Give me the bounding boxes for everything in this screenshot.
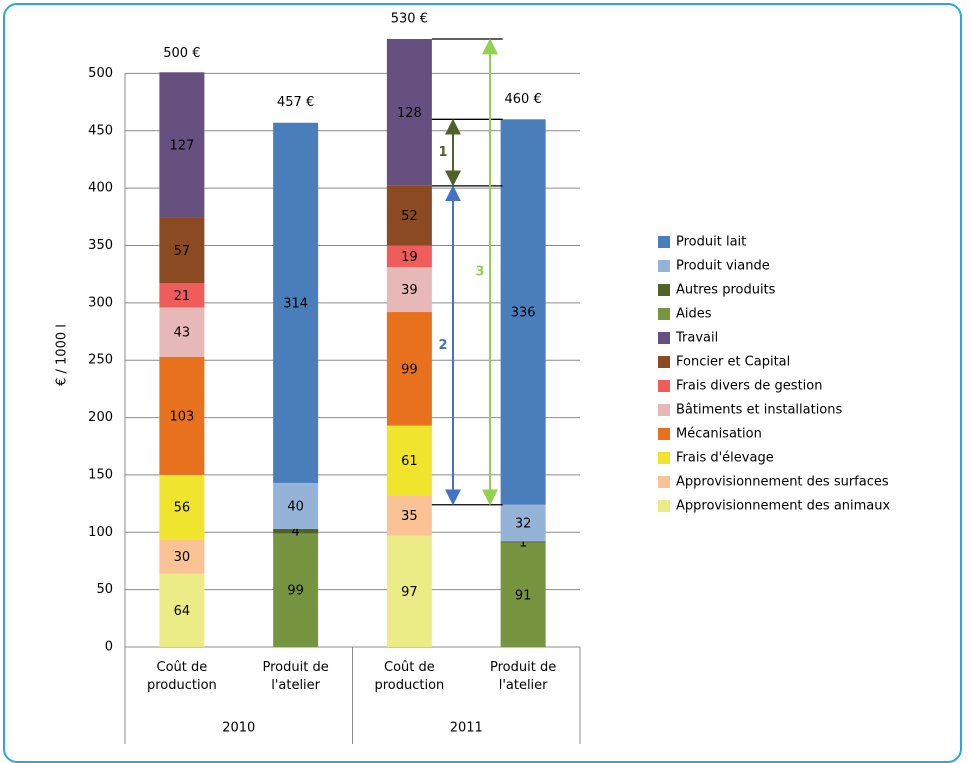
y-tick-label: 500 [88,66,113,81]
y-tick-label: 450 [88,123,113,138]
bar-segment [159,72,205,218]
x-tick-label: Coût de production [374,660,445,693]
legend-label: Approvisionnement des surfaces [676,475,889,490]
legend-label: Aides [676,307,712,322]
y-tick-label: 350 [88,238,113,253]
data-label: 57 [174,244,191,259]
bar-segment [386,495,432,536]
bar-segment [273,533,319,647]
bar-segment [159,283,205,308]
data-label: 19 [401,250,418,265]
data-label: 91 [515,588,532,603]
bar-segment [386,267,432,313]
legend-swatch [658,260,670,272]
bar-segment [386,312,432,426]
data-label: 4 [291,525,299,540]
data-label: 35 [401,509,418,524]
legend-label: Produit lait [676,235,746,250]
data-label: 52 [401,209,418,224]
data-label: 103 [169,409,194,424]
data-label: 32 [515,517,532,532]
data-label: 336 [511,306,536,321]
bar-segment [159,356,205,475]
bar-segment [386,535,432,647]
y-tick-label: 0 [105,640,113,655]
bar-segment [386,185,432,246]
bar-segment [500,541,546,543]
bar-segment [500,119,546,505]
legend-label: Autres produits [676,283,776,298]
bar-segment [386,245,432,268]
group-label: 2011 [450,721,483,736]
data-label: 56 [174,501,191,516]
annotation-label: 2 [438,338,447,353]
total-label: 460 € [505,92,542,107]
bar-segment [500,542,546,647]
data-label: 30 [174,550,191,565]
bar-segment [386,425,432,496]
bar-segment [159,307,205,357]
bar-segment [273,122,319,483]
data-label: 64 [174,604,191,619]
data-label: 40 [287,499,304,514]
data-label: 128 [397,106,422,121]
bar-segment [159,573,205,647]
bar-segment [273,528,319,534]
y-axis-label: € / 1000 l [55,324,70,386]
legend-label: Approvisionnement des animaux [676,499,891,514]
bar-segment [159,474,205,540]
data-label: 1 [519,536,527,551]
data-label: 127 [169,139,194,154]
legend-swatch [658,308,670,320]
legend-swatch [658,404,670,416]
legend-swatch [658,332,670,344]
legend-swatch [658,284,670,296]
group-label: 2010 [222,721,255,736]
data-label: 21 [174,289,191,304]
data-label: 99 [401,362,418,377]
y-tick-label: 250 [88,353,113,368]
data-label: 99 [287,584,304,599]
total-label: 530 € [391,12,428,27]
legend-label: Bâtiments et installations [676,403,843,418]
legend-label: Foncier et Capital [676,355,790,370]
data-label: 97 [401,585,418,600]
x-tick-label: Coût de production [146,660,217,693]
legend-label: Frais d'élevage [676,451,774,466]
chart: € / 1000 l 0 50 100 150 200 250 300 350 400 450 50… [55,12,891,744]
bar-segment [500,504,546,542]
x-tick-label: Produit de l'atelier [262,660,329,693]
y-tick-label: 50 [96,582,113,597]
bar-segment [386,39,432,186]
bar-segment [159,217,205,284]
y-tick-label: 300 [88,295,113,310]
legend-label: Produit viande [676,259,770,274]
x-tick-label: Produit de l'atelier [490,660,557,693]
y-tick-label: 200 [88,410,113,425]
legend-swatch [658,356,670,368]
y-tick-label: 400 [88,181,113,196]
bar-segment [273,482,319,529]
total-label: 500 € [163,46,200,61]
legend-swatch [658,500,670,512]
bar-segment [159,539,205,574]
legend-swatch [658,236,670,248]
legend-swatch [658,452,670,464]
total-label: 457 € [277,95,314,110]
annotation-label: 1 [438,145,447,160]
legend-label: Mécanisation [676,427,762,442]
legend-label: Travail [675,331,718,346]
data-label: 43 [174,326,191,341]
y-tick-label: 100 [88,525,113,540]
legend-swatch [658,428,670,440]
annotation-label: 3 [475,264,484,279]
data-label: 314 [283,296,308,311]
legend-label: Frais divers de gestion [676,379,822,394]
data-label: 39 [401,283,418,298]
page: € / 1000 l 0 50 100 150 200 250 300 350 400 450 50… [3,3,962,763]
data-label: 61 [401,454,418,469]
y-tick-label: 150 [88,467,113,482]
legend-swatch [658,476,670,488]
legend-swatch [658,380,670,392]
